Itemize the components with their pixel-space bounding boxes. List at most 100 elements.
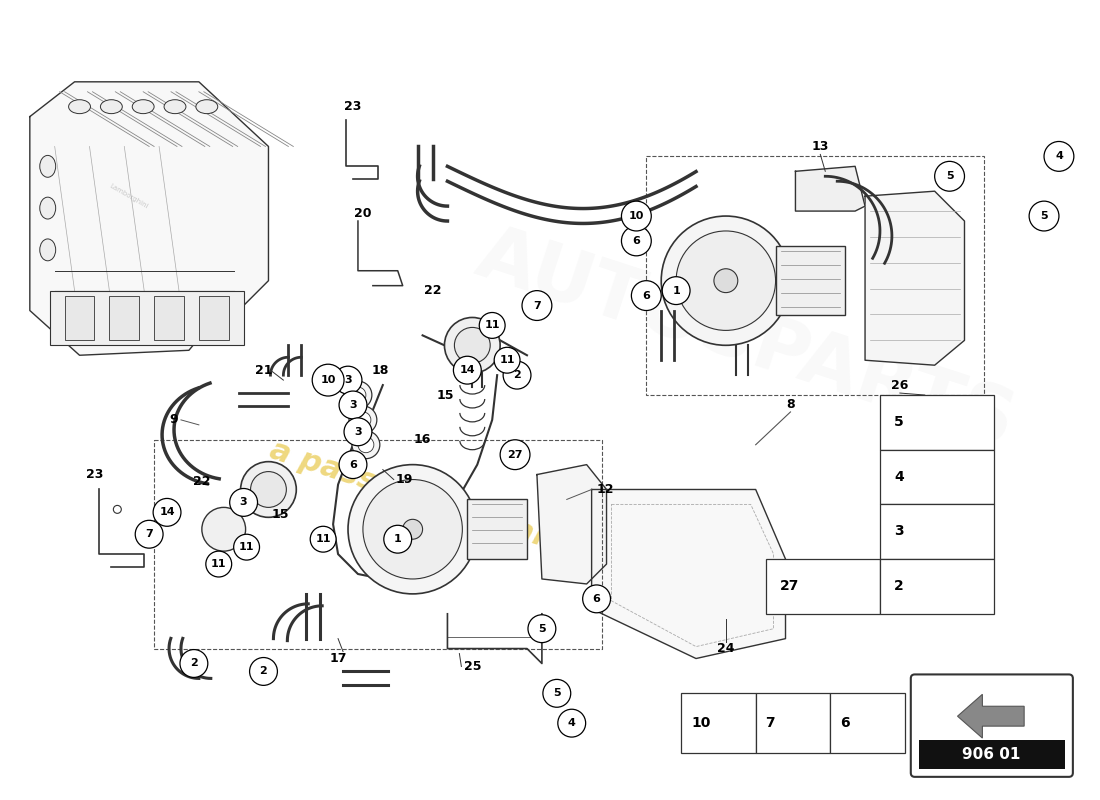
Text: 19: 19 <box>396 473 414 486</box>
Circle shape <box>1044 142 1074 171</box>
Text: 11: 11 <box>239 542 254 552</box>
Circle shape <box>135 520 163 548</box>
Bar <box>830 694 905 753</box>
Text: 23: 23 <box>344 100 362 113</box>
Text: 3: 3 <box>894 524 903 538</box>
Text: 2: 2 <box>514 370 521 380</box>
Ellipse shape <box>40 197 56 219</box>
Text: 25: 25 <box>464 660 482 673</box>
Text: 15: 15 <box>272 508 289 521</box>
Circle shape <box>230 489 257 516</box>
Text: 11: 11 <box>484 321 499 330</box>
Circle shape <box>180 650 208 678</box>
Circle shape <box>503 362 531 389</box>
Polygon shape <box>537 465 606 584</box>
Text: 7: 7 <box>145 530 153 539</box>
Circle shape <box>500 440 530 470</box>
Bar <box>766 559 880 614</box>
Circle shape <box>241 462 296 518</box>
Circle shape <box>153 498 182 526</box>
Circle shape <box>344 418 372 446</box>
Text: 7: 7 <box>766 716 775 730</box>
Bar <box>468 499 527 559</box>
Text: 22: 22 <box>424 284 441 297</box>
Text: 2: 2 <box>190 658 198 669</box>
Circle shape <box>310 526 337 552</box>
Text: 11: 11 <box>316 534 331 544</box>
Text: 11: 11 <box>211 559 227 569</box>
Text: 4: 4 <box>568 718 575 728</box>
Text: 5: 5 <box>553 688 561 698</box>
Circle shape <box>454 327 491 363</box>
Polygon shape <box>592 490 785 658</box>
Text: 26: 26 <box>891 378 909 391</box>
Bar <box>50 290 243 346</box>
Ellipse shape <box>676 231 776 330</box>
Circle shape <box>1030 201 1059 231</box>
Text: 6: 6 <box>593 594 601 604</box>
Text: 13: 13 <box>812 140 829 153</box>
Text: 1: 1 <box>394 534 402 544</box>
Ellipse shape <box>196 100 218 114</box>
Text: 3: 3 <box>240 498 248 507</box>
Text: Lamborghini: Lamborghini <box>109 182 150 210</box>
Circle shape <box>312 364 344 396</box>
Text: 21: 21 <box>255 364 272 377</box>
Text: 4: 4 <box>894 470 903 483</box>
Ellipse shape <box>40 155 56 178</box>
Text: 5: 5 <box>538 624 546 634</box>
Ellipse shape <box>132 100 154 114</box>
Text: 23: 23 <box>86 468 103 481</box>
Bar <box>756 694 830 753</box>
Circle shape <box>480 313 505 338</box>
Text: 11: 11 <box>499 355 515 366</box>
Circle shape <box>444 318 500 373</box>
Circle shape <box>621 226 651 256</box>
Circle shape <box>662 277 690 305</box>
Text: a passion for parts since 1994: a passion for parts since 1994 <box>265 435 769 623</box>
Text: 10: 10 <box>320 375 336 385</box>
Text: 6: 6 <box>349 460 356 470</box>
Circle shape <box>201 507 245 551</box>
Circle shape <box>453 356 481 384</box>
Circle shape <box>384 526 411 553</box>
Polygon shape <box>957 694 1024 738</box>
Circle shape <box>543 679 571 707</box>
Text: 22: 22 <box>194 475 210 488</box>
Text: 14: 14 <box>460 365 475 375</box>
Polygon shape <box>795 166 865 211</box>
Circle shape <box>583 585 610 613</box>
Circle shape <box>233 534 260 560</box>
Text: 20: 20 <box>354 206 372 219</box>
Circle shape <box>714 269 738 293</box>
Circle shape <box>403 519 422 539</box>
Circle shape <box>528 614 556 642</box>
Circle shape <box>251 471 286 507</box>
Ellipse shape <box>68 100 90 114</box>
Bar <box>199 295 229 340</box>
Text: 3: 3 <box>354 427 362 437</box>
Text: 8: 8 <box>786 398 795 411</box>
Circle shape <box>621 201 651 231</box>
Bar <box>880 505 994 559</box>
Ellipse shape <box>164 100 186 114</box>
Bar <box>880 395 994 450</box>
Circle shape <box>935 162 965 191</box>
Bar <box>880 450 994 505</box>
Polygon shape <box>30 82 268 355</box>
Text: 2: 2 <box>894 579 903 593</box>
Circle shape <box>352 431 379 458</box>
Text: 3: 3 <box>344 375 352 385</box>
Bar <box>681 694 756 753</box>
Text: 5: 5 <box>946 171 954 182</box>
Text: 6: 6 <box>642 290 650 301</box>
Text: 906 01: 906 01 <box>962 747 1021 762</box>
Circle shape <box>250 658 277 686</box>
Text: 24: 24 <box>717 642 735 655</box>
Text: 27: 27 <box>780 579 799 593</box>
Bar <box>109 295 140 340</box>
Bar <box>65 295 95 340</box>
Circle shape <box>349 406 377 434</box>
Text: 17: 17 <box>329 652 346 665</box>
Bar <box>918 740 1065 769</box>
